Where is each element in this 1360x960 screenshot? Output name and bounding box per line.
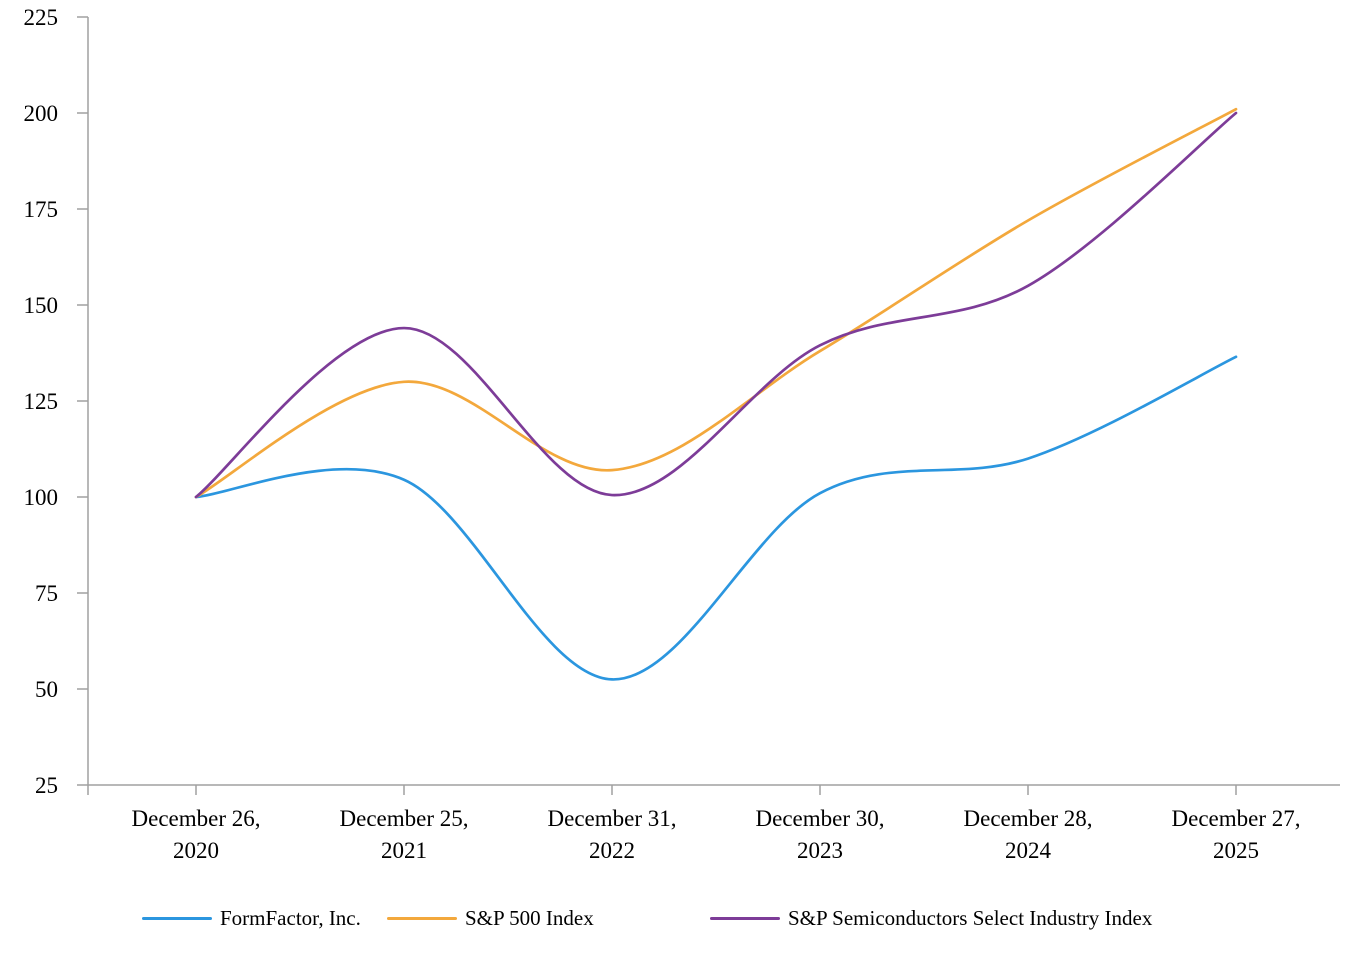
y-tick-label: 150	[24, 293, 59, 318]
x-tick-label-date: December 28,	[964, 806, 1093, 831]
x-tick-label-year: 2020	[173, 838, 219, 863]
y-tick-label: 50	[35, 677, 58, 702]
x-tick-label-year: 2022	[589, 838, 635, 863]
x-tick-label-date: December 26,	[132, 806, 261, 831]
y-tick-label: 225	[24, 5, 59, 30]
x-tick-label-date: December 31,	[548, 806, 677, 831]
series-line-semiconductors-index	[194, 111, 1238, 499]
x-tick-label-date: December 30,	[756, 806, 885, 831]
x-tick-label-year: 2023	[797, 838, 843, 863]
y-tick-label: 175	[24, 197, 59, 222]
x-tick-label-year: 2025	[1213, 838, 1259, 863]
series-lines	[194, 107, 1238, 681]
y-tick-label: 200	[24, 101, 59, 126]
x-tick-label-year: 2021	[381, 838, 427, 863]
series-line-formfactor	[194, 355, 1238, 681]
x-tick-label-date: December 25,	[340, 806, 469, 831]
y-tick-label: 25	[35, 773, 58, 798]
y-tick-label: 75	[35, 581, 58, 606]
series-line-sp500-index	[194, 107, 1238, 499]
y-axis-ticks: 25 50 75 100 125 150 175 200 225	[24, 5, 88, 798]
y-tick-label: 100	[24, 485, 59, 510]
x-tick-label-year: 2024	[1005, 838, 1052, 863]
axes	[87, 17, 1340, 795]
x-axis-ticks: December 26, 2020 December 25, 2021 December…	[132, 785, 1301, 863]
x-tick-label-date: December 27,	[1172, 806, 1301, 831]
y-tick-label: 125	[24, 389, 59, 414]
